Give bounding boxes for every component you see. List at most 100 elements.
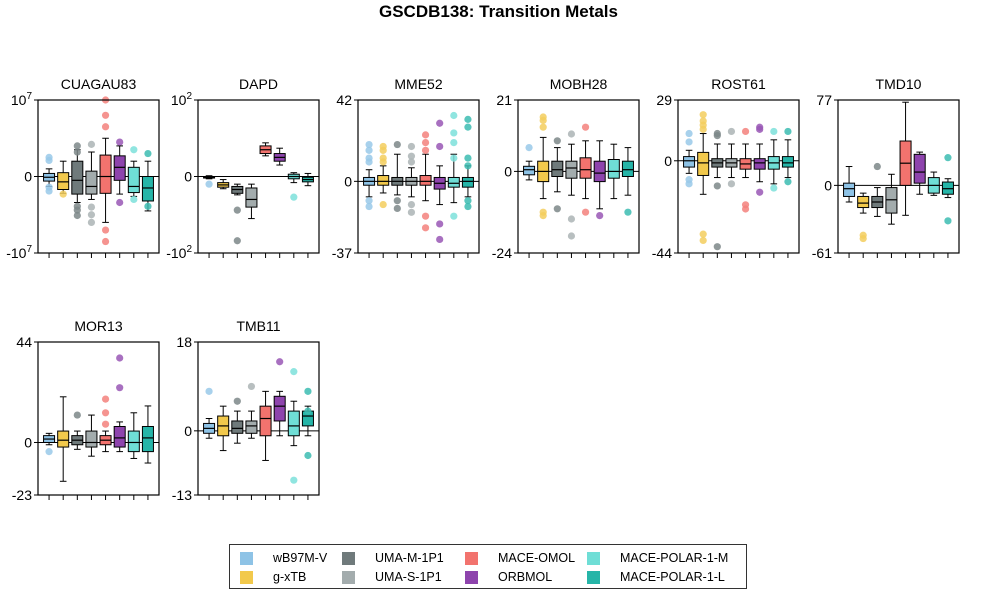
panel-title: MME52: [394, 76, 442, 92]
y-tick-label: 0: [344, 173, 352, 189]
outlier: [59, 190, 67, 198]
panel-title: CUAGAU83: [61, 76, 137, 92]
outlier: [101, 226, 110, 234]
box: [99, 154, 112, 194]
y-tick-label: 0: [24, 434, 32, 450]
box: [523, 165, 536, 176]
outlier: [699, 125, 707, 133]
outlier: [581, 123, 590, 131]
outlier: [450, 139, 458, 147]
y-tick-label: -24: [492, 245, 512, 261]
outlier: [205, 387, 213, 395]
outlier: [144, 149, 152, 158]
legend-swatch: [240, 551, 253, 565]
outlier: [944, 217, 952, 225]
y-tick-label: -44: [652, 245, 672, 261]
outlier: [770, 184, 778, 192]
outlier: [407, 152, 416, 160]
box: [843, 182, 856, 197]
box: [697, 151, 710, 176]
outlier: [699, 230, 707, 238]
outlier: [87, 140, 96, 148]
outlier: [365, 146, 373, 154]
outlier: [450, 154, 458, 162]
outlier: [539, 212, 547, 220]
outlier: [873, 162, 881, 171]
legend-swatch: [342, 551, 355, 565]
outlier: [784, 178, 792, 186]
legend-label: wB97M-V: [273, 551, 328, 565]
y-tick-label: 0: [504, 163, 512, 179]
outlier: [101, 111, 110, 119]
legend-item: g-xTB: [240, 570, 306, 584]
outlier: [144, 202, 152, 210]
outlier: [393, 197, 401, 205]
box: [245, 420, 258, 434]
box: [113, 155, 126, 181]
outlier: [290, 476, 298, 484]
outlier: [624, 208, 632, 216]
outlier: [73, 142, 81, 150]
y-tick-label: -37: [332, 245, 352, 261]
outlier: [450, 129, 458, 137]
box: [57, 172, 70, 191]
outlier: [407, 142, 416, 151]
outlier: [685, 138, 693, 146]
outlier: [436, 119, 444, 127]
panel-title: TMD10: [876, 76, 922, 92]
plot-frame: [517, 99, 640, 254]
legend-label: UMA-S-1P1: [375, 570, 442, 584]
outlier: [713, 132, 721, 140]
outlier: [553, 205, 561, 213]
y-tick-label: -23: [12, 487, 32, 503]
outlier: [407, 208, 416, 216]
box: [593, 160, 606, 183]
outlier: [464, 115, 472, 123]
outlier: [393, 204, 401, 213]
outlier: [73, 211, 81, 220]
box: [259, 405, 272, 437]
legend-item: ORBMOL: [465, 570, 552, 584]
outlier: [756, 188, 764, 196]
plot-frame: [37, 341, 160, 496]
y-tick-label: 0: [184, 169, 192, 185]
outlier: [713, 182, 721, 190]
outlier: [525, 144, 533, 152]
outlier: [713, 243, 721, 251]
y-tick-label: 77: [816, 92, 832, 108]
outlier: [365, 158, 373, 166]
outlier: [365, 197, 373, 205]
outlier: [756, 125, 764, 133]
outlier: [101, 409, 110, 417]
outlier: [73, 206, 81, 214]
outlier: [116, 138, 124, 146]
chart-area: CUAGAU83 107 0 -107 DAPD 102 0 -102 MME52 42 0 -37 M…: [6, 76, 960, 503]
outlier: [87, 203, 96, 211]
outlier: [450, 111, 458, 120]
legend-swatch: [587, 570, 600, 584]
y-tick-label: 18: [176, 334, 192, 350]
outlier: [73, 411, 81, 419]
outlier: [290, 193, 298, 201]
outlier: [464, 123, 472, 131]
y-tick-label: -13: [172, 487, 192, 503]
outlier: [421, 212, 430, 220]
outlier: [421, 139, 430, 147]
box: [857, 195, 870, 209]
panel-title: DAPD: [239, 76, 278, 92]
outlier: [276, 358, 284, 366]
plot-frame: [197, 341, 320, 496]
outlier: [464, 197, 472, 205]
panel-title: ROST61: [711, 76, 766, 92]
legend-item: UMA-M-1P1: [342, 551, 444, 565]
box: [85, 170, 98, 195]
outlier: [101, 395, 110, 403]
outlier: [944, 154, 952, 162]
box: [273, 395, 286, 422]
legend-item: UMA-S-1P1: [342, 570, 442, 584]
outlier: [45, 156, 53, 165]
box: [85, 430, 98, 448]
plot-frame: [677, 99, 800, 254]
box: [57, 430, 70, 448]
outlier: [464, 154, 472, 162]
